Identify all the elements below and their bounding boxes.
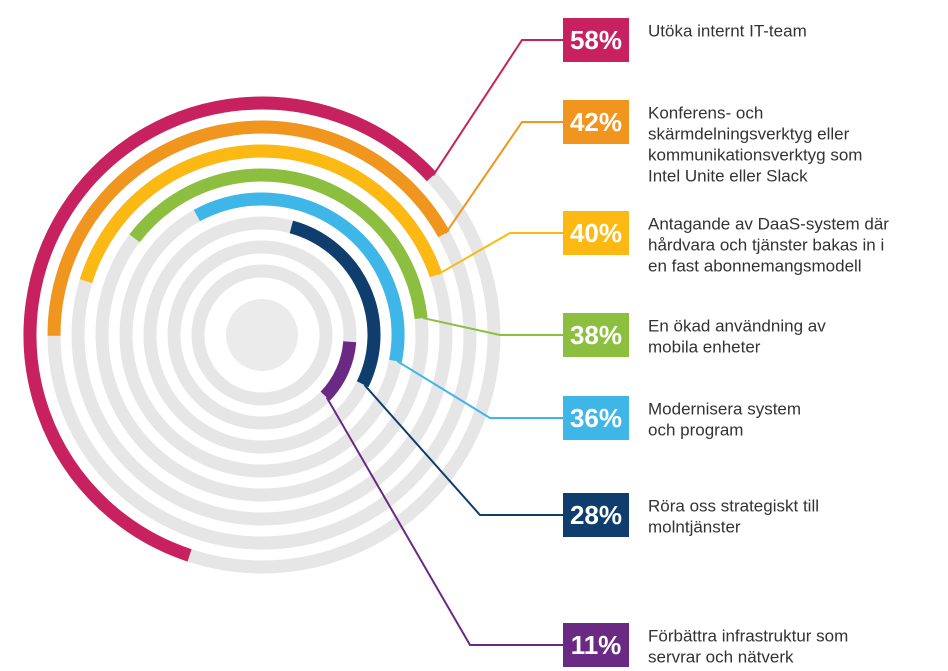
connector <box>444 121 563 234</box>
category-label: skärmdelningsverktyg eller <box>648 124 850 143</box>
connector <box>363 384 563 516</box>
value-box <box>563 396 629 440</box>
category-label: Intel Unite eller Slack <box>648 166 808 185</box>
category-label: kommunikationsverktyg som <box>648 145 862 164</box>
value-box <box>563 18 629 62</box>
value-label: 40% <box>570 218 622 248</box>
category-label: en fast abonnemangsmodell <box>648 256 862 275</box>
value-box <box>563 623 629 667</box>
arc-bar <box>320 341 357 401</box>
arc-bar <box>47 120 450 336</box>
value-label: 58% <box>570 25 622 55</box>
category-label: och program <box>648 420 743 439</box>
center-disc <box>226 299 298 371</box>
category-label: Utöka internt IT-team <box>648 21 807 40</box>
category-label: servrar och nätverk <box>648 647 794 666</box>
value-box <box>563 211 629 255</box>
ring-track <box>191 264 333 406</box>
connector <box>422 317 563 336</box>
category-label: mobila enheter <box>648 337 761 356</box>
value-label: 11% <box>571 630 622 660</box>
arc-bar <box>23 96 437 562</box>
connector <box>432 39 563 176</box>
value-box <box>563 313 629 357</box>
category-label: molntjänster <box>648 517 741 536</box>
arc-bar <box>289 220 381 387</box>
category-label: Förbättra infrastruktur som <box>648 626 848 645</box>
category-label: Konferens- och <box>648 103 763 122</box>
value-label: 36% <box>570 403 622 433</box>
category-label: Modernisera system <box>648 399 801 418</box>
category-label: Antagande av DaaS-system där <box>648 214 889 233</box>
arc-bar <box>193 192 405 363</box>
category-label: Röra oss strategiskt till <box>648 496 819 515</box>
connector <box>437 232 563 276</box>
value-box <box>563 493 629 537</box>
value-label: 42% <box>570 107 622 137</box>
arc-bar <box>129 168 428 319</box>
category-label: hårdvara och tjänster bakas in i <box>648 235 884 254</box>
value-box <box>563 100 629 144</box>
value-label: 28% <box>570 500 622 530</box>
value-label: 38% <box>570 320 622 350</box>
category-label: En ökad användning av <box>648 316 826 335</box>
ring-track <box>167 240 357 430</box>
connector <box>325 397 563 646</box>
arc-bar <box>79 144 443 284</box>
connector <box>396 360 563 419</box>
